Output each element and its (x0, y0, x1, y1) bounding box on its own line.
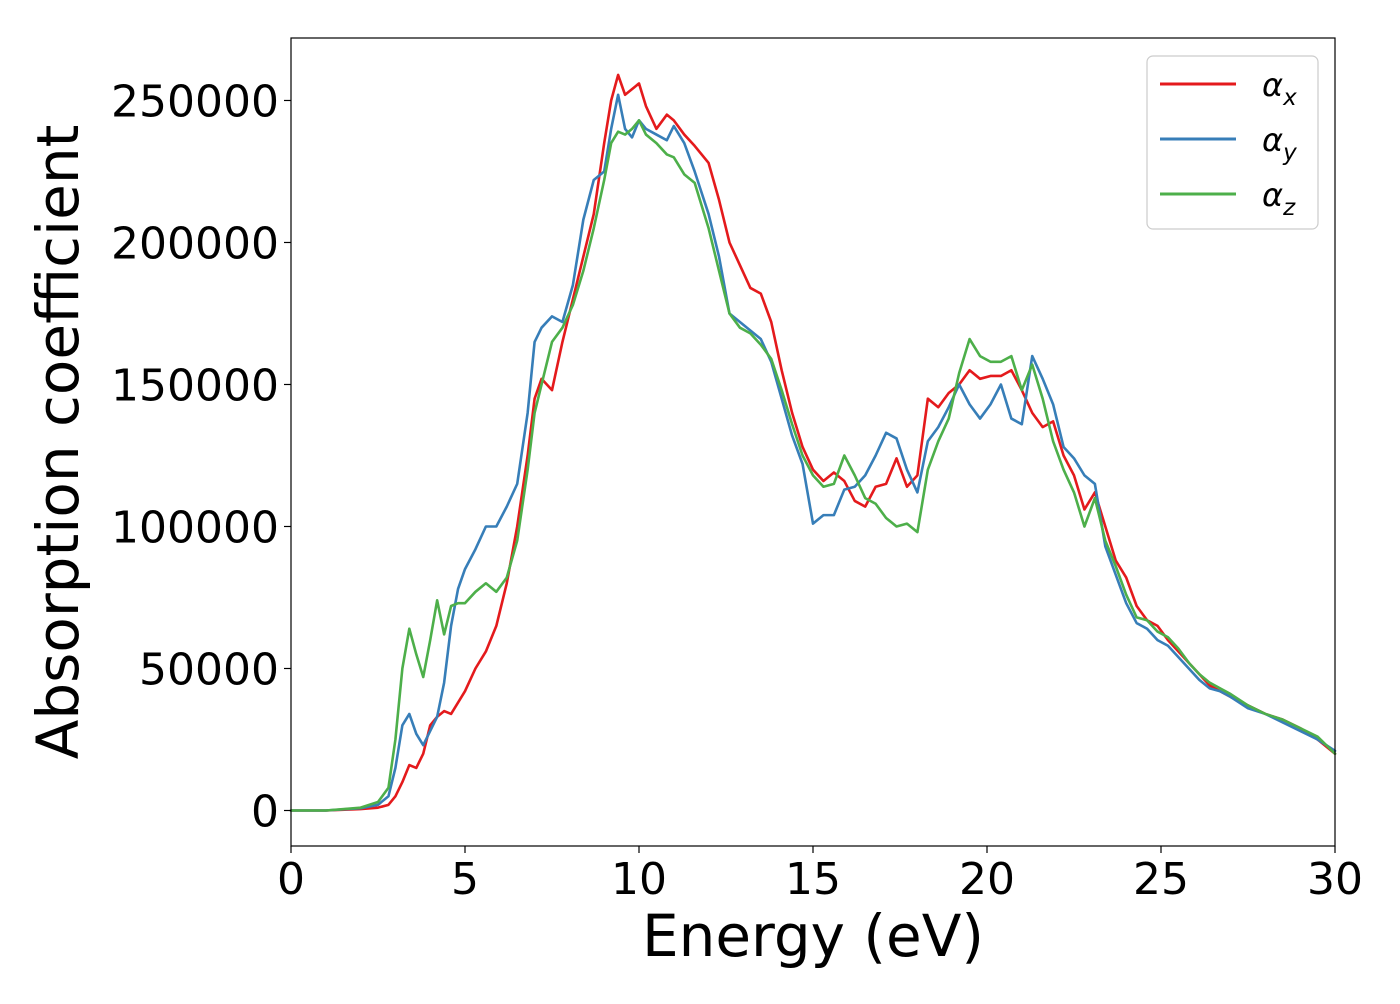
y-tick-label: 50000 (139, 644, 279, 695)
y-tick-label: 0 (251, 786, 279, 837)
legend-box (1146, 55, 1319, 230)
x-axis-label: Energy (eV) (642, 902, 984, 970)
x-tick-label: 20 (959, 854, 1015, 905)
series-line-z (289, 119, 1337, 812)
y-tick-label: 200000 (111, 218, 279, 269)
x-tick-label: 25 (1133, 854, 1189, 905)
y-axis-label: Absorption coefficient (24, 125, 92, 760)
x-tick-label: 10 (611, 854, 667, 905)
legend-label-main: α (1262, 66, 1283, 104)
series-line-y (289, 93, 1337, 812)
legend-label-y: αy (1262, 121, 1297, 166)
y-tick-label: 250000 (111, 76, 279, 127)
y-tick-label: 150000 (111, 360, 279, 411)
legend-label-main: α (1262, 121, 1283, 159)
legend-label-x: αx (1262, 66, 1297, 111)
y-tick-label: 100000 (111, 502, 279, 553)
y-axis-ticks: 0 50000 100000 150000 200000 250000 (111, 76, 291, 837)
x-tick-label: 5 (451, 854, 479, 905)
legend-label-subscript: y (1282, 140, 1297, 166)
legend-label-subscript: z (1282, 195, 1296, 221)
legend-label-subscript: x (1282, 85, 1297, 111)
x-axis-ticks: 0 5 10 15 20 25 30 (277, 846, 1363, 905)
x-tick-label: 15 (785, 854, 841, 905)
series-line-x (289, 73, 1337, 812)
x-tick-label: 0 (277, 854, 305, 905)
series-layer (289, 73, 1337, 812)
legend-label-z: αz (1262, 176, 1296, 221)
x-tick-label: 30 (1307, 854, 1363, 905)
legend-label-main: α (1262, 176, 1283, 214)
